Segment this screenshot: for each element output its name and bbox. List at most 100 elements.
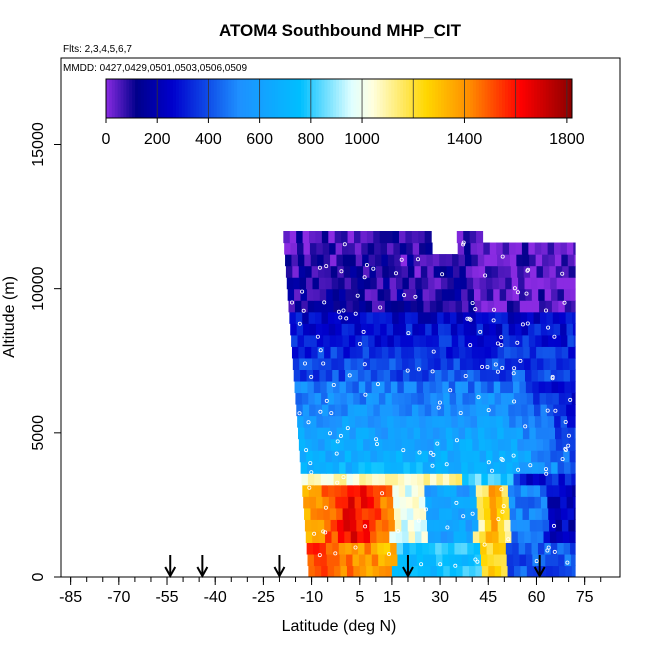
colorbar-segment — [542, 79, 547, 118]
measurement-point — [486, 460, 491, 465]
heatmap-cell — [563, 542, 571, 555]
heatmap-cell — [418, 323, 426, 336]
measurement-point — [483, 273, 488, 278]
heatmap-cell — [554, 507, 562, 520]
heatmap-cell — [552, 392, 560, 405]
heatmap-cell — [330, 519, 338, 532]
colorbar-segment — [187, 79, 191, 118]
heatmap-cell — [373, 404, 381, 417]
heatmap-cell — [411, 484, 419, 497]
heatmap-cell — [365, 300, 373, 313]
colorbar-segment — [443, 79, 448, 118]
heatmap-cell — [551, 300, 559, 313]
heatmap-cell — [448, 288, 456, 301]
colorbar-segment — [106, 79, 110, 118]
heatmap-cell — [337, 357, 345, 370]
heatmap-cell — [373, 496, 381, 509]
heatmap-cell — [459, 346, 467, 359]
heatmap-cell — [481, 565, 489, 577]
heatmap-cell — [547, 415, 555, 428]
heatmap-cell — [438, 507, 447, 520]
heatmap-cell — [504, 519, 512, 532]
measurement-point — [393, 271, 398, 276]
heatmap-cell — [480, 369, 488, 382]
colorbar-segment — [336, 79, 340, 118]
heatmap-cell — [307, 300, 315, 313]
measurement-point — [371, 266, 376, 271]
heatmap-cell — [421, 277, 429, 290]
colorbar-segment — [490, 79, 494, 118]
heatmap-cell — [321, 231, 329, 244]
colorbar-segment — [301, 79, 305, 118]
heatmap-cell — [513, 392, 521, 405]
heatmap-cell — [391, 565, 399, 577]
heatmap-cell — [483, 496, 491, 509]
heatmap-cell — [305, 357, 313, 370]
heatmap-cell — [339, 461, 347, 474]
heatmap-cell — [564, 461, 572, 474]
heatmap-cell — [461, 300, 470, 313]
heatmap-cell — [423, 473, 431, 486]
heatmap-cell — [446, 265, 454, 278]
heatmap-cell — [328, 496, 336, 509]
heatmap-cell — [555, 265, 563, 278]
heatmap-cell — [565, 565, 573, 577]
measurement-point — [297, 411, 302, 416]
heatmap-cell — [360, 404, 368, 417]
heatmap-cell — [330, 346, 338, 359]
heatmap-cell — [420, 519, 428, 532]
measurement-point — [395, 529, 400, 534]
measurement-point — [500, 365, 505, 370]
heatmap-cell — [559, 404, 567, 417]
heatmap-cell — [390, 380, 398, 394]
heatmap-cell — [486, 542, 494, 555]
heatmap-cell — [354, 242, 362, 255]
heatmap-cell — [550, 450, 558, 463]
heatmap-cell — [494, 311, 503, 324]
heatmap-cell — [391, 300, 399, 313]
y-tick-label: 10000 — [30, 266, 47, 311]
heatmap-cell — [333, 300, 341, 313]
colorbar-segment — [341, 79, 346, 118]
heatmap-cell — [462, 565, 470, 577]
heatmap-cell — [520, 392, 528, 405]
heatmap-cell — [310, 254, 318, 267]
measurement-point — [453, 563, 458, 568]
heatmap-cell — [540, 323, 548, 336]
colorbar-segment — [487, 79, 491, 118]
heatmap-cell — [297, 242, 305, 255]
heatmap-cell — [392, 404, 400, 417]
heatmap-cell — [574, 254, 576, 267]
heatmap-cell — [505, 277, 513, 290]
heatmap-cell — [438, 496, 446, 509]
heatmap-cell — [331, 450, 339, 463]
heatmap-cell — [451, 507, 459, 520]
heatmap-cell — [480, 461, 488, 474]
heatmap-cell — [488, 311, 496, 324]
colorbar-segment — [560, 79, 564, 118]
heatmap-cell — [553, 323, 561, 336]
heatmap-cell — [434, 450, 442, 463]
heatmap-cell — [477, 507, 485, 520]
heatmap-cell — [364, 542, 372, 555]
heatmap-cell — [451, 334, 459, 347]
heatmap-cell — [307, 380, 315, 394]
heatmap-cell — [476, 323, 484, 336]
heatmap-cell — [435, 542, 443, 555]
measurement-point — [524, 291, 529, 296]
heatmap-cell — [426, 507, 434, 520]
heatmap-cell — [466, 277, 474, 290]
heatmap-cell — [361, 334, 369, 347]
heatmap-cell — [505, 450, 513, 463]
heatmap-cell — [507, 473, 515, 486]
heatmap-cell — [569, 530, 576, 543]
colorbar-segment — [537, 79, 541, 118]
heatmap-cell — [513, 473, 521, 486]
heatmap-cell — [522, 254, 530, 267]
measurement-point — [323, 505, 328, 510]
heatmap-cell — [329, 507, 337, 520]
heatmap-cell — [346, 392, 354, 405]
heatmap-cell — [573, 242, 576, 255]
heatmap-cell — [432, 254, 440, 267]
